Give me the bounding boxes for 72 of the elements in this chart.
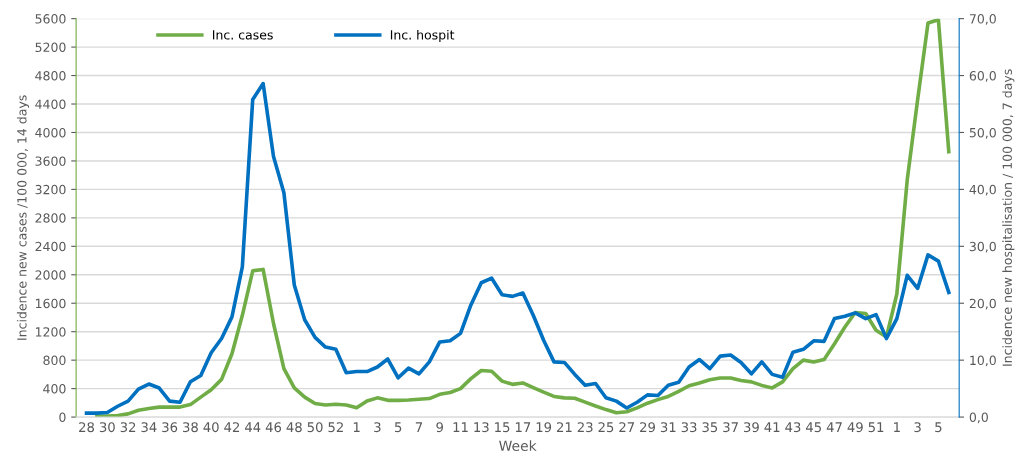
y2-tick-label: 60,0 <box>969 71 996 82</box>
x-tick-label: 34 <box>141 422 157 433</box>
x-tick-label: 48 <box>286 422 302 433</box>
x-tick-label: 47 <box>826 422 842 432</box>
x-tick-label: 37 <box>723 422 738 433</box>
y-tick-label: 5200 <box>35 42 66 53</box>
x-tick-label: 19 <box>536 422 552 433</box>
y-tick-label: 4000 <box>35 127 66 138</box>
y-tick-label: 1600 <box>35 298 66 309</box>
x-tick-label: 35 <box>702 422 718 433</box>
y-tick-label: 5600 <box>35 14 66 24</box>
line-series <box>84 81 951 415</box>
x-tick-label: 33 <box>681 422 697 433</box>
x-tick-label: 42 <box>224 422 240 432</box>
x-axis-title: Week <box>499 440 537 452</box>
y2-tick-label: 50,0 <box>969 127 996 139</box>
x-tick-label: 31 <box>660 422 676 433</box>
y2-tick-label: 10,0 <box>970 355 996 367</box>
x-tick-label: 39 <box>744 422 759 433</box>
x-tick-label: 30 <box>99 422 115 433</box>
x-tick-label: 49 <box>847 422 863 433</box>
x-tick-label: 13 <box>474 422 489 433</box>
y-tick-label: 4800 <box>35 71 66 81</box>
x-tick-label: 28 <box>79 422 95 433</box>
y-tick-label: 3600 <box>35 156 66 166</box>
y2-tick-label: 20,0 <box>969 298 996 310</box>
y-tick-label: 2000 <box>35 270 66 280</box>
y-tick-label: 0 <box>59 412 66 422</box>
x-tick-label: 45 <box>805 422 821 433</box>
x-tick-label: 3 <box>374 422 381 433</box>
y2-tick-label: 40,0 <box>969 184 996 196</box>
x-tick-label: 27 <box>619 422 634 432</box>
x-tick-label: 15 <box>495 422 510 433</box>
y-tick-label: 1200 <box>35 327 66 337</box>
y2-axis-title: Incidence new hospitalisation / 100 000, 7 days <box>1002 69 1015 366</box>
x-tick-label: 36 <box>162 422 178 433</box>
legend-label: Inc. hospit <box>390 29 455 42</box>
x-tick-label: 1 <box>353 422 360 432</box>
legend-label: Inc. cases <box>213 30 273 40</box>
x-tick-label: 44 <box>244 422 261 432</box>
x-tick-label: 23 <box>577 422 593 433</box>
x-tick-label: 3 <box>914 422 921 433</box>
x-tick-label: 41 <box>764 422 780 432</box>
x-tick-label: 25 <box>598 422 614 433</box>
y2-tick-label: 70,0 <box>969 14 996 25</box>
x-tick-label: 1 <box>894 422 900 432</box>
x-tick-label: 40 <box>203 422 219 433</box>
y2-tick-label: 30,0 <box>969 241 996 253</box>
x-tick-label: 29 <box>640 422 655 433</box>
x-tick-label: 51 <box>868 422 884 433</box>
y-axis-title: Incidence new cases /100 000, 14 days <box>16 95 30 340</box>
x-tick-label: 21 <box>556 422 572 432</box>
x-tick-label: 7 <box>415 422 423 432</box>
y-tick-label: 400 <box>43 384 66 394</box>
x-tick-label: 38 <box>183 422 198 433</box>
x-tick-label: 9 <box>436 422 443 433</box>
y-tick-label: 2400 <box>35 241 66 252</box>
x-tick-label: 11 <box>453 422 468 432</box>
x-tick-label: 5 <box>935 422 942 433</box>
x-tick-label: 50 <box>307 422 323 433</box>
x-tick-label: 32 <box>120 422 136 433</box>
x-tick-label: 43 <box>785 422 801 433</box>
y-tick-label: 800 <box>43 355 66 366</box>
x-tick-label: 52 <box>328 422 343 433</box>
line-series <box>95 18 951 418</box>
x-tick-label: 17 <box>515 422 531 432</box>
x-tick-label: 5 <box>395 422 402 433</box>
y-tick-label: 2800 <box>35 213 66 223</box>
y2-tick-label: 0,0 <box>969 412 988 424</box>
x-tick-label: 46 <box>265 422 282 433</box>
y-tick-label: 3200 <box>35 184 66 195</box>
y-tick-label: 4400 <box>35 99 66 109</box>
